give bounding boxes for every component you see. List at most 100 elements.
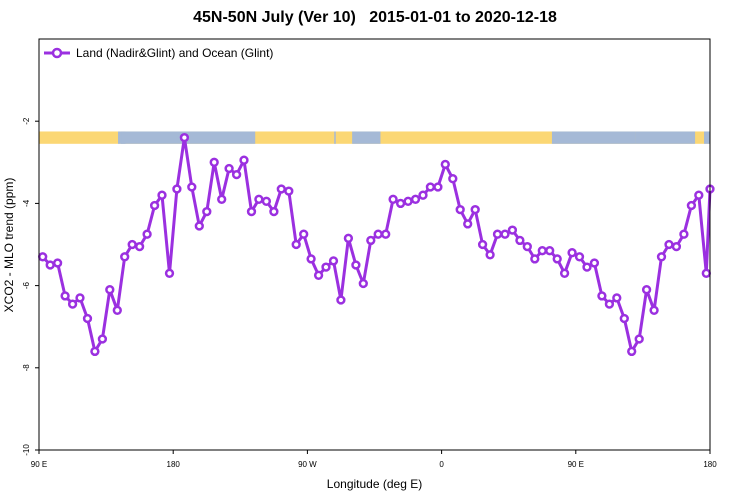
data-point [388,194,398,204]
data-point [82,313,93,324]
data-point [373,229,383,239]
data-point [537,246,547,256]
data-point [597,291,607,301]
data-point [649,305,659,315]
x-tick-label: 90 E [568,460,584,469]
y-tick-label: -4 [22,199,31,207]
data-point [254,194,264,204]
data-point [418,190,428,200]
data-point [567,248,577,258]
x-tick-label: 180 [703,460,717,469]
data-point [612,293,622,303]
data-point [120,252,130,262]
data-point [656,252,667,262]
ocean-band-segment [704,131,710,144]
data-point [291,239,301,250]
data-point [328,256,339,266]
data-point [448,174,458,184]
ocean-band-segment [352,131,381,144]
legend-marker [51,47,63,59]
data-point [425,182,436,192]
data-point [351,260,361,270]
data-point [671,241,682,252]
data-point [619,313,629,324]
data-point [410,194,421,204]
data-point [455,204,465,215]
data-point [701,268,711,278]
data-point [358,278,368,289]
data-point [67,299,78,309]
data-point [492,229,503,239]
data-point [664,239,674,250]
data-point [194,221,204,231]
x-tick-label: 180 [167,460,181,469]
data-point [545,246,555,256]
data-point [157,190,167,200]
data-point [470,204,480,215]
data-point [60,291,70,301]
data-point [477,239,488,250]
data-point [90,346,100,357]
data-point [679,229,689,239]
ocean-band-segment [334,131,336,144]
data-point [336,295,346,305]
data-point [269,206,279,217]
data-point [299,229,309,239]
data-point [604,299,615,309]
data-point [217,194,227,204]
data-point [574,252,585,262]
y-tick-label: -8 [22,364,31,372]
x-tick-label: 90 W [298,460,317,469]
data-point [112,305,122,315]
ocean-band-segment [551,131,636,144]
data-point [582,262,592,272]
y-tick-label: -6 [22,281,31,289]
data-point [202,206,212,217]
y-axis: -10 -8 -6 -4 -2 [22,117,39,456]
y-axis-title: XCO2 - MLO trend (ppm) [2,178,16,313]
data-point [306,254,316,264]
data-point [343,233,354,243]
data-point [38,252,48,262]
series-layer [38,132,715,357]
data-point [261,196,272,206]
data-point [97,334,108,344]
data-point [75,293,85,303]
data-point [366,235,376,246]
data-point [284,186,294,196]
chart-title: 45N-50N July (Ver 10) 2015-01-01 to 2020… [193,9,557,26]
data-point [149,200,160,211]
data-point [381,229,391,239]
data-point [45,260,55,270]
data-point [127,239,137,250]
surface-type-band [39,131,710,144]
data-point [530,254,540,264]
data-point [641,285,652,295]
data-point [627,346,637,357]
data-point [231,169,242,180]
data-point [634,334,644,344]
data-point [686,200,697,211]
x-axis: 90 E 180 90 W 0 90 E 180 [31,450,717,469]
data-point [142,229,152,239]
data-point [515,235,525,246]
x-tick-label: 90 E [31,460,47,469]
data-point [52,258,63,268]
data-point [522,241,532,252]
data-point [433,182,443,192]
x-axis-title: Longitude (deg E) [327,477,422,491]
data-point [239,155,249,165]
data-point [224,163,234,174]
legend-label: Land (Nadir&Glint) and Ocean (Glint) [76,46,273,60]
data-point [246,206,257,217]
x-tick-label: 0 [439,460,444,469]
data-point [463,219,473,229]
y-tick-label: -2 [22,117,31,125]
data-point [179,132,190,143]
data-point [403,196,413,206]
data-point [559,268,570,278]
data-point [694,190,704,200]
ocean-band-segment [635,131,696,144]
data-point [105,285,115,295]
